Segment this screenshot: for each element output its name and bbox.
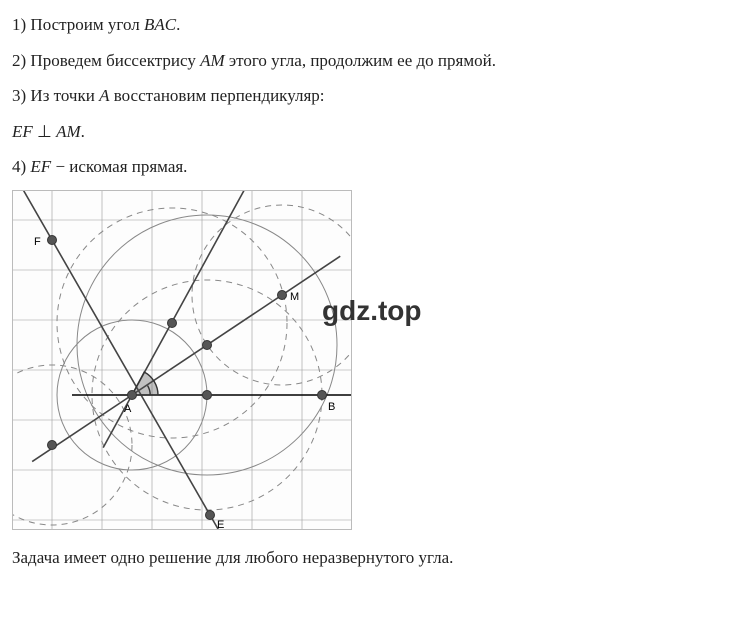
step-3b: EF ⊥ AM. bbox=[12, 119, 731, 145]
svg-text:E: E bbox=[217, 519, 224, 530]
step3b-var1: EF bbox=[12, 122, 33, 141]
step-1: 1) Построим угол BAC. bbox=[12, 12, 731, 38]
svg-text:M: M bbox=[290, 291, 299, 303]
step2-suffix: этого угла, продолжим ее до прямой. bbox=[225, 51, 496, 70]
step3-prefix: 3) Из точки bbox=[12, 86, 99, 105]
step1-var: BAC bbox=[144, 15, 176, 34]
conclusion: Задача имеет одно решение для любого нер… bbox=[12, 545, 731, 571]
step4-suffix: − искомая прямая. bbox=[51, 157, 187, 176]
step-2: 2) Проведем биссектрису AM этого угла, п… bbox=[12, 48, 731, 74]
step1-suffix: . bbox=[176, 15, 180, 34]
step2-prefix: 2) Проведем биссектрису bbox=[12, 51, 200, 70]
step3b-perp: ⊥ bbox=[33, 122, 56, 141]
svg-text:A: A bbox=[124, 403, 132, 415]
svg-text:F: F bbox=[34, 236, 41, 248]
diagram-svg: A B M E F bbox=[12, 190, 352, 530]
step4-prefix: 4) bbox=[12, 157, 30, 176]
step1-prefix: 1) Построим угол bbox=[12, 15, 144, 34]
diagram-container: ABMEF gdz.top bbox=[12, 190, 352, 530]
svg-text:B: B bbox=[328, 401, 335, 413]
step3-suffix: восстановим перпендикуляр: bbox=[109, 86, 324, 105]
step3b-var2: AM bbox=[56, 122, 81, 141]
step-3: 3) Из точки A восстановим перпендикуляр: bbox=[12, 83, 731, 109]
step4-var: EF bbox=[30, 157, 51, 176]
step-4: 4) EF − искомая прямая. bbox=[12, 154, 731, 180]
step3-var: A bbox=[99, 86, 109, 105]
step3b-suffix: . bbox=[81, 122, 85, 141]
step2-var: AM bbox=[200, 51, 225, 70]
